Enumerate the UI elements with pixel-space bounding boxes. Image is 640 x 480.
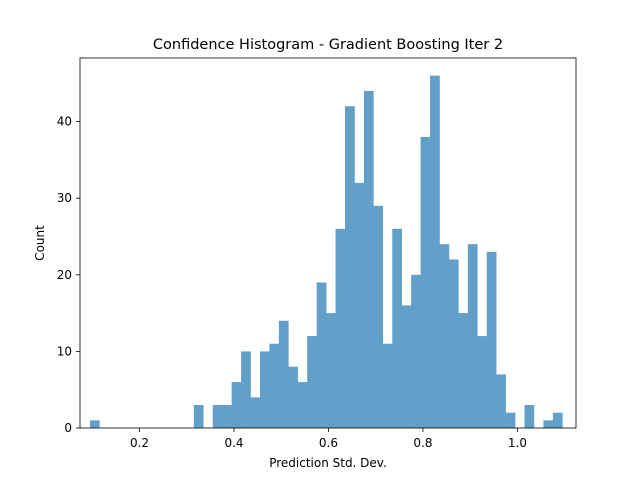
y-axis-ticks: 0 10 20 30 40 [57,115,80,435]
histogram-bar [326,313,336,428]
histogram-bar [250,397,261,428]
histogram-bar [552,412,563,428]
histogram-bar [505,412,516,428]
histogram-bar [458,313,469,428]
histogram-bar [401,305,412,428]
histogram-bar [345,106,355,429]
histogram-bar [222,405,232,428]
x-tick-label: 0.8 [413,436,432,450]
histogram-bar [212,405,223,428]
histogram-bar [382,343,393,428]
histogram-bar [241,351,251,428]
histogram-bar [430,75,440,428]
histogram-bar [335,228,346,428]
histogram-bar [411,274,421,428]
x-tick-label: 0.4 [224,436,243,450]
histogram-bar [297,382,308,428]
plot-frame [79,57,577,429]
y-tick-label: 30 [57,191,72,205]
histogram-bar [316,282,327,428]
x-axis-ticks: 0.2 0.4 0.6 0.8 1.0 [130,428,527,450]
histogram-bar [373,205,384,428]
y-tick-label: 20 [57,268,72,282]
histogram-bar [269,343,280,428]
x-axis-label: Prediction Std. Dev. [269,456,387,470]
histogram-bar [486,251,497,428]
histogram-bar [467,244,478,428]
histogram-bar [363,90,374,429]
bars-group [89,75,563,429]
y-axis-label: Count [33,225,47,261]
histogram-bar [448,259,459,428]
axes [79,57,577,429]
histogram-bar [278,320,289,428]
x-tick-label: 1.0 [508,436,527,450]
y-tick-label: 10 [57,344,72,358]
histogram-bar [193,405,204,428]
chart-title: Confidence Histogram - Gradient Boosting… [153,37,503,53]
y-tick-label: 0 [64,421,72,435]
histogram-bar [543,420,554,428]
histogram-bar [420,136,431,428]
histogram-bar [496,374,506,428]
histogram-bar [392,228,402,428]
histogram-bar [288,366,299,428]
x-tick-label: 0.2 [130,436,149,450]
y-tick-label: 40 [57,115,72,129]
histogram-bar [439,244,450,428]
histogram-bar [231,382,242,428]
histogram-bar [259,351,270,428]
histogram-bar [89,420,100,428]
x-tick-label: 0.6 [319,436,338,450]
histogram-bar [307,336,317,428]
histogram-bar [524,405,535,428]
histogram-bar [477,336,488,428]
histogram-bar [354,182,365,428]
